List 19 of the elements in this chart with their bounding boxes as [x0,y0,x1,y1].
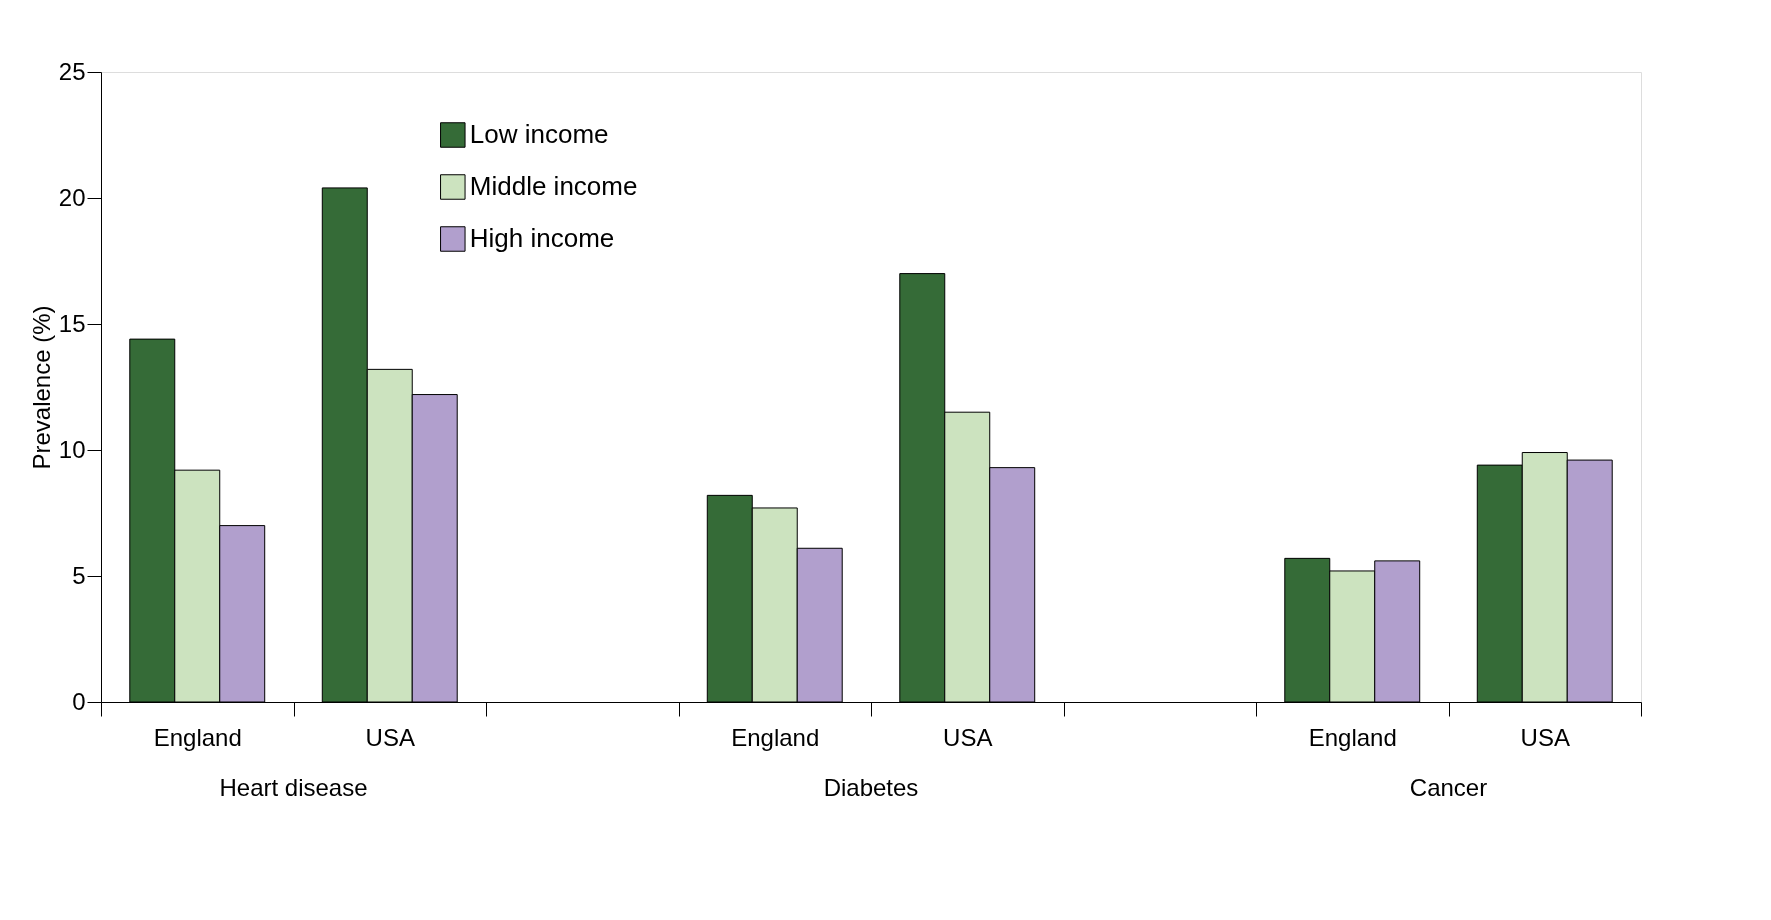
y-axis-title: Prevalence (%) [27,305,55,470]
x-tick-label: USA [1520,723,1570,751]
y-tick-label: 20 [58,183,86,211]
x-tick-label: USA [943,723,993,751]
legend-label: Middle income [469,171,638,201]
text: Diabetes [823,774,919,801]
text: Heart disease [219,774,368,801]
x-tick-label: England [731,723,820,751]
y-tick-label: 5 [72,561,86,589]
y-tick-label: 25 [58,57,86,85]
text: Cancer [1409,774,1488,801]
x-tick-label: USA [365,723,415,751]
y-tick-label: 15 [58,309,86,337]
y-tick-label: 10 [58,435,86,463]
legend-label: Low income [469,119,609,149]
legend-label: High income [469,223,615,253]
y-tick-label: 0 [72,687,86,715]
x-tick-label: England [1308,723,1397,751]
x-tick-label: England [153,723,242,751]
